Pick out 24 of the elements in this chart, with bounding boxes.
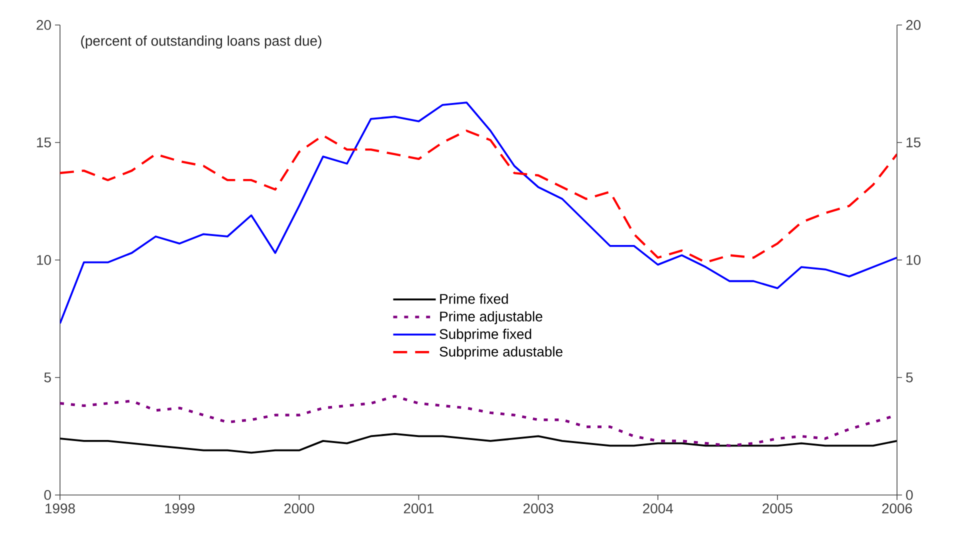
y-tick-label: 20 — [36, 20, 51, 30]
x-tick-label: 2006 — [882, 503, 912, 514]
x-tick-label: 1999 — [165, 503, 194, 514]
y-tick-label: 5 — [44, 372, 51, 382]
legend-label: Subprime adustable — [440, 346, 562, 360]
legend-label: Subprime fixed — [440, 328, 532, 342]
y2-tick-label: 0 — [906, 490, 913, 500]
y-tick-label: 0 — [44, 490, 51, 500]
y2-tick-label: 5 — [906, 372, 913, 382]
x-tick-label: 2005 — [762, 503, 792, 514]
y-tick-label: 10 — [37, 255, 51, 265]
y2-tick-label: 10 — [906, 255, 921, 265]
x-tick-label: 2001 — [404, 503, 434, 514]
x-tick-label: 1998 — [46, 503, 75, 514]
legend-label: Prime adjustable — [440, 311, 542, 324]
x-tick-label: 2000 — [284, 503, 314, 514]
x-tick-label: 2004 — [643, 503, 673, 514]
legend-label: Prime fixed — [440, 294, 508, 304]
y-tick-label: 15 — [37, 138, 51, 148]
line-series — [60, 130, 898, 264]
annotation: (percent of outstanding loans past due) — [81, 36, 322, 49]
y2-tick-label: 15 — [906, 138, 920, 148]
x-tick-label: 2003 — [523, 503, 554, 514]
y2-tick-label: 20 — [906, 20, 921, 30]
